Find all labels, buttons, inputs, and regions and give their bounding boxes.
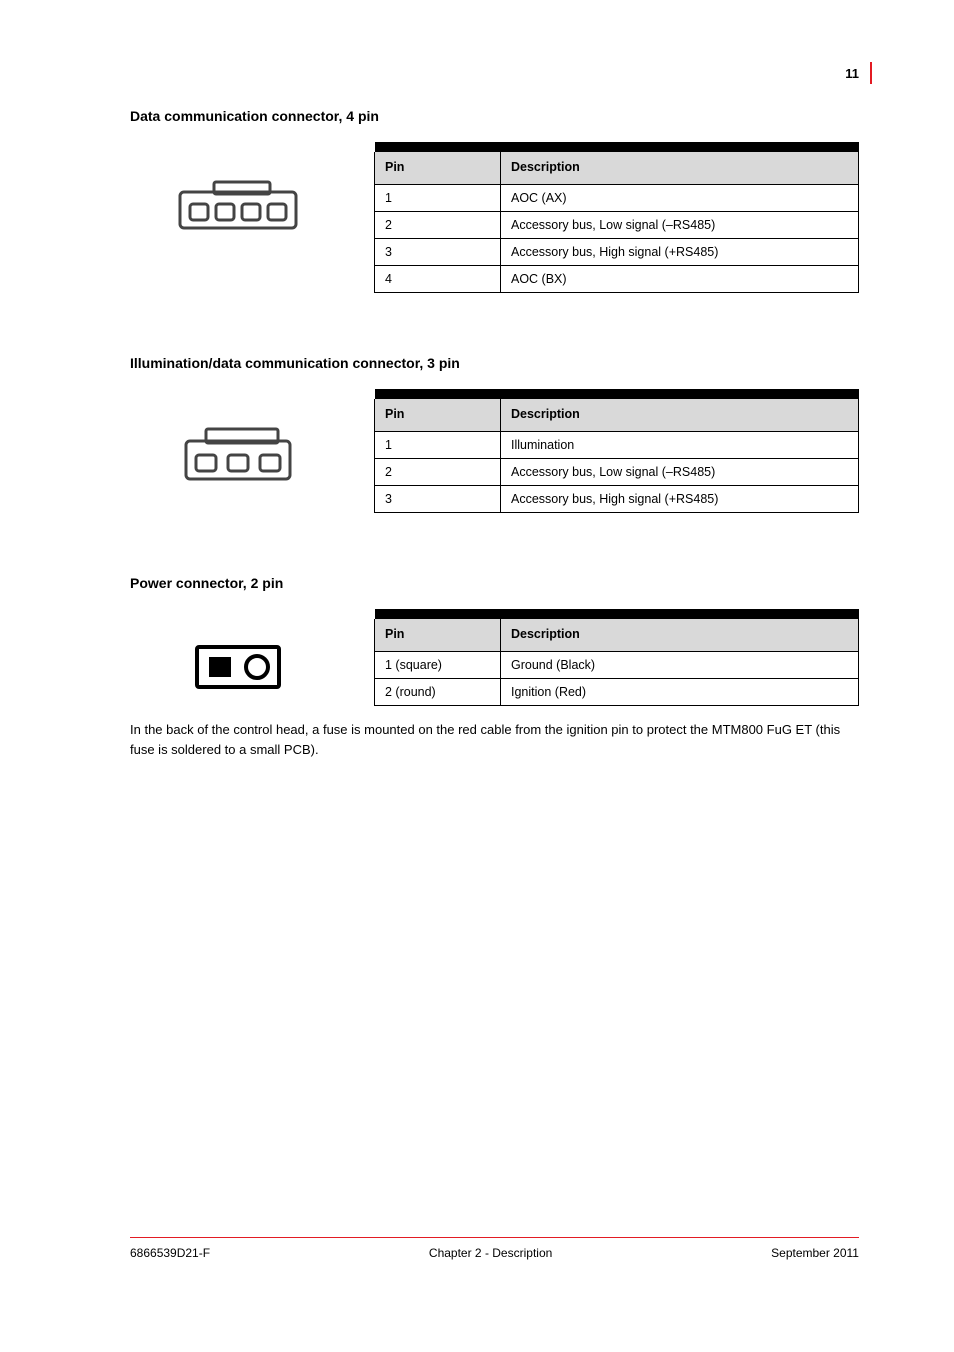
table-row: 2 (round)Ignition (Red) [375, 679, 859, 706]
table-wrapper: PinDescription1AOC (AX)2Accessory bus, L… [374, 142, 859, 293]
section-row: PinDescription1Illumination2Accessory bu… [130, 389, 859, 513]
connector-3pin-icon [184, 425, 292, 481]
page-body: 11 Data communication connector, 4 pin P… [0, 0, 954, 800]
table-cell: Illumination [501, 432, 859, 459]
table-cell: AOC (BX) [501, 266, 859, 293]
table-topbar [375, 389, 859, 399]
section: Power connector, 2 pin PinDescription1 (… [130, 575, 859, 760]
table-header-cell: Pin [375, 619, 501, 652]
table-row: 1Illumination [375, 432, 859, 459]
table-cell: 2 [375, 212, 501, 239]
table-header-cell: Description [501, 152, 859, 185]
pinout-table: PinDescription1Illumination2Accessory bu… [374, 389, 859, 513]
table-row: 3Accessory bus, High signal (+RS485) [375, 239, 859, 266]
section-note: In the back of the control head, a fuse … [130, 720, 859, 760]
table-topbar [375, 142, 859, 152]
section: Data communication connector, 4 pin PinD… [130, 108, 859, 293]
table-cell: 2 (round) [375, 679, 501, 706]
connector-diagram [130, 609, 346, 689]
footer-date: September 2011 [771, 1246, 859, 1260]
connector-diagram [130, 389, 346, 481]
table-cell: Ignition (Red) [501, 679, 859, 706]
table-topbar [375, 609, 859, 619]
page-number: 11 [845, 66, 859, 81]
table-cell: AOC (AX) [501, 185, 859, 212]
pinout-table: PinDescription1 (square)Ground (Black)2 … [374, 609, 859, 706]
section-row: PinDescription1AOC (AX)2Accessory bus, L… [130, 142, 859, 293]
table-header-cell: Description [501, 399, 859, 432]
section-title: Power connector, 2 pin [130, 575, 859, 591]
footer-rule [130, 1237, 859, 1238]
section-title: Data communication connector, 4 pin [130, 108, 859, 124]
footer-pub: 6866539D21-F [130, 1246, 210, 1260]
connector-4pin-icon [178, 178, 298, 230]
table-wrapper: PinDescription1 (square)Ground (Black)2 … [374, 609, 859, 706]
table-cell: Accessory bus, Low signal (–RS485) [501, 459, 859, 486]
table-cell: Ground (Black) [501, 652, 859, 679]
pinout-table: PinDescription1AOC (AX)2Accessory bus, L… [374, 142, 859, 293]
table-header-cell: Pin [375, 152, 501, 185]
table-row: 2Accessory bus, Low signal (–RS485) [375, 459, 859, 486]
table-cell: 1 [375, 185, 501, 212]
connector-2pin-icon [195, 645, 281, 689]
page-footer: 6866539D21-F Chapter 2 - Description Sep… [130, 1237, 859, 1260]
page-number-divider [870, 62, 872, 84]
table-cell: Accessory bus, High signal (+RS485) [501, 239, 859, 266]
table-row: 1AOC (AX) [375, 185, 859, 212]
footer-chapter: Chapter 2 - Description [429, 1246, 552, 1260]
table-cell: 1 [375, 432, 501, 459]
table-row: 2Accessory bus, Low signal (–RS485) [375, 212, 859, 239]
section-row: PinDescription1 (square)Ground (Black)2 … [130, 609, 859, 706]
table-row: 4AOC (BX) [375, 266, 859, 293]
table-cell: 3 [375, 486, 501, 513]
section-title: Illumination/data communication connecto… [130, 355, 859, 371]
section: Illumination/data communication connecto… [130, 355, 859, 513]
table-row: 1 (square)Ground (Black) [375, 652, 859, 679]
table-cell: 4 [375, 266, 501, 293]
table-header-cell: Pin [375, 399, 501, 432]
connector-diagram [130, 142, 346, 230]
table-header-cell: Description [501, 619, 859, 652]
table-row: 3Accessory bus, High signal (+RS485) [375, 486, 859, 513]
table-cell: Accessory bus, High signal (+RS485) [501, 486, 859, 513]
table-cell: 2 [375, 459, 501, 486]
table-cell: 3 [375, 239, 501, 266]
table-wrapper: PinDescription1Illumination2Accessory bu… [374, 389, 859, 513]
table-cell: Accessory bus, Low signal (–RS485) [501, 212, 859, 239]
table-cell: 1 (square) [375, 652, 501, 679]
